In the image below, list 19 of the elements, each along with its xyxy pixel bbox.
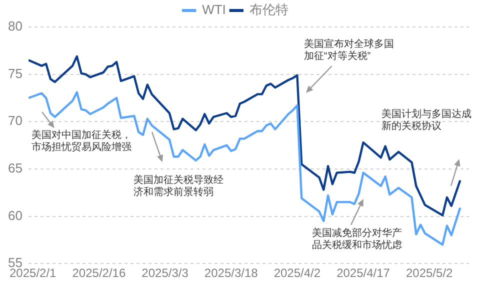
annotation: 美国宣布对全球多国加征“对等关税” [304, 38, 395, 63]
y-tick-label: 75 [8, 66, 22, 81]
annotation: 美国加征关税导致经济和需求前景转弱 [134, 175, 225, 200]
legend-label: WTI [202, 2, 226, 18]
legend-label: 布伦特 [249, 2, 288, 18]
x-tick-label: 2025/3/18 [204, 266, 258, 280]
x-tick-label: 2025/3/3 [142, 266, 189, 280]
y-tick-label: 60 [8, 208, 22, 223]
annotation: 美国对中国加征关税，市场担忧贸易风险增强 [32, 130, 133, 154]
annotation: 美国减免部分对华产品关税缓和市场忧虑 [312, 228, 404, 252]
y-tick-label: 70 [8, 113, 22, 128]
x-tick-label: 2025/4/17 [336, 266, 390, 280]
x-tick-label: 2025/4/2 [274, 266, 321, 280]
annotation: 美国计划与多国达成新的关税协议 [381, 108, 472, 133]
x-tick-label: 2025/2/1 [10, 266, 57, 280]
y-tick-label: 65 [8, 160, 22, 176]
y-tick-label: 80 [8, 18, 22, 34]
x-tick-label: 2025/5/2 [406, 266, 454, 280]
x-tick-label: 2025/2/16 [72, 266, 126, 280]
